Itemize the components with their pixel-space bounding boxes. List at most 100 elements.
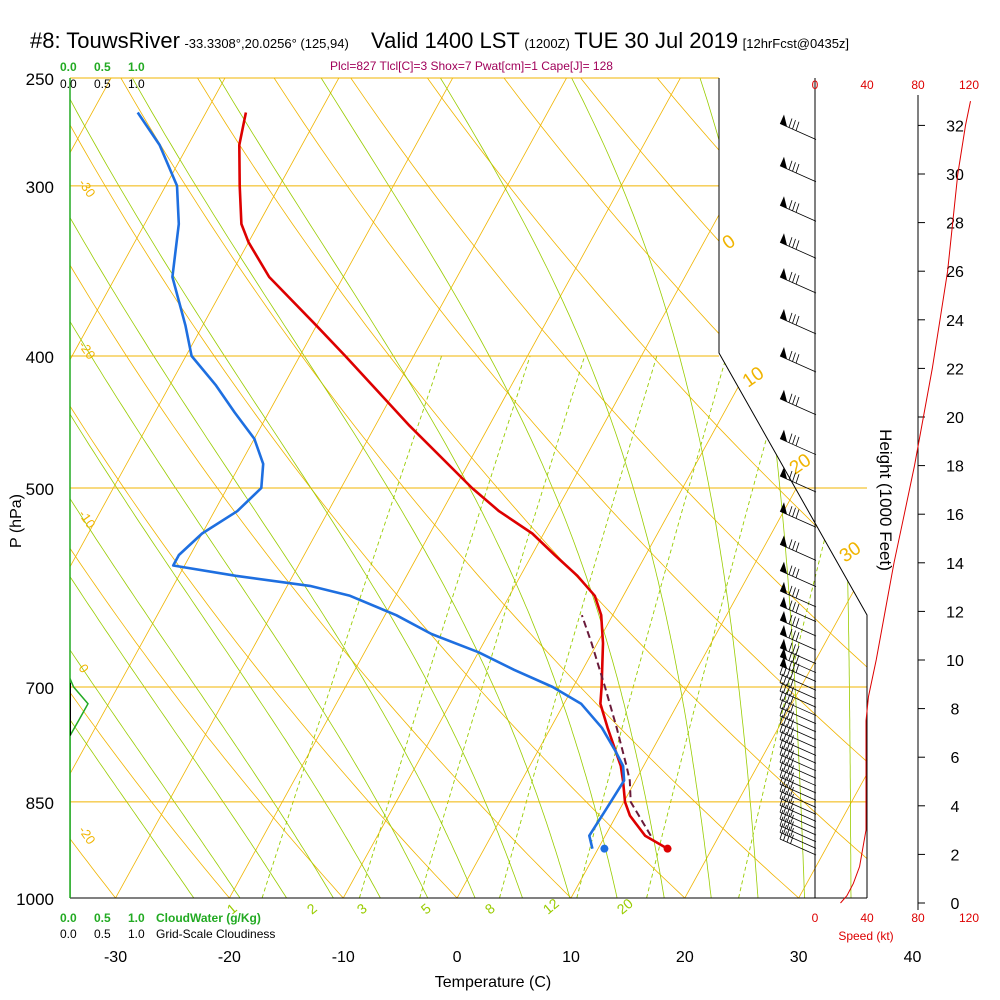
isotherm-line bbox=[70, 78, 125, 898]
wind-barb-feather bbox=[790, 801, 794, 811]
wind-barb-shaft bbox=[779, 123, 817, 140]
wind-barb-feather bbox=[779, 690, 784, 700]
cloudiness-tick: 0.0 bbox=[60, 927, 77, 941]
wind-barb-feather bbox=[783, 762, 787, 772]
wind-barb-feather bbox=[783, 716, 787, 726]
wind-barb-feather bbox=[783, 675, 787, 685]
wind-barb-shaft bbox=[779, 317, 817, 335]
wind-barb-feather bbox=[783, 797, 787, 808]
wind-barb-feather bbox=[783, 776, 787, 786]
wind-barb-feather bbox=[786, 799, 791, 809]
dry-adiabat-line bbox=[409, 78, 867, 898]
wind-barb-feather bbox=[783, 818, 787, 828]
dry-adiabat-label: 0 bbox=[76, 661, 92, 676]
wind-barb-feather bbox=[790, 779, 794, 790]
wind-barb-feather bbox=[792, 238, 796, 248]
height-tick-label: 18 bbox=[946, 459, 964, 476]
wind-barb-feather bbox=[779, 829, 784, 840]
wind-barb-feather bbox=[792, 630, 796, 640]
wind-barb-feather bbox=[795, 436, 800, 447]
wind-barb-feather bbox=[786, 819, 791, 830]
wind-barb-feather bbox=[792, 314, 796, 324]
wind-barb-feather bbox=[788, 642, 793, 652]
wind-barb-feather bbox=[783, 692, 787, 702]
speed-tick-label: 120 bbox=[959, 911, 979, 925]
wind-barb-feather bbox=[795, 240, 800, 250]
wind-barb-feather bbox=[788, 160, 793, 170]
wind-barb bbox=[779, 196, 817, 222]
wind-barb bbox=[779, 803, 817, 829]
wind-barb-feather bbox=[788, 350, 793, 361]
wind-barb-feather bbox=[795, 275, 800, 285]
wind-barb-feather bbox=[790, 794, 794, 804]
isotherm-line bbox=[554, 78, 867, 898]
wind-barb-feather bbox=[779, 809, 784, 820]
height-tick-label: 28 bbox=[946, 216, 964, 233]
wind-barb bbox=[779, 775, 817, 801]
wind-barb bbox=[779, 647, 817, 674]
wind-barb-shaft bbox=[779, 165, 817, 183]
isotherm-line bbox=[782, 78, 867, 898]
wind-barb bbox=[779, 698, 817, 725]
isotherm-line bbox=[327, 78, 808, 898]
wind-barb-flag bbox=[780, 156, 787, 169]
wind-barb-feather bbox=[792, 273, 796, 283]
wind-barb bbox=[779, 610, 817, 637]
wind-barb-flag bbox=[780, 233, 787, 246]
wind-barb-flag bbox=[780, 596, 787, 609]
cloudiness-tick: 1.0 bbox=[128, 77, 145, 91]
wind-barb-shaft bbox=[779, 544, 817, 561]
mixing-ratio-label: 8 bbox=[482, 900, 498, 917]
wind-barb-feather bbox=[783, 824, 787, 835]
isotherm-line bbox=[897, 54, 1000, 927]
mixing-ratio-label: 3 bbox=[354, 900, 370, 917]
wind-barb bbox=[779, 467, 817, 493]
dry-adiabat-line bbox=[70, 78, 717, 898]
height-tick-label: 24 bbox=[946, 313, 964, 330]
wind-barb-feather bbox=[783, 769, 787, 779]
wind-barb-shaft bbox=[779, 355, 817, 373]
dry-adiabat-line bbox=[106, 78, 832, 898]
wind-barb-feather bbox=[795, 315, 800, 326]
wind-barb-feather bbox=[790, 742, 794, 753]
forecast-info: [12hrFcst@0435z] bbox=[742, 36, 850, 51]
wind-barb bbox=[779, 233, 817, 259]
dry-adiabat-line bbox=[940, 54, 1000, 927]
wind-barb-shaft bbox=[779, 204, 817, 222]
wind-barb-feather bbox=[790, 750, 794, 760]
height-tick-label: 0 bbox=[951, 896, 960, 913]
wind-barb-feather bbox=[790, 772, 794, 782]
wind-barb-feather bbox=[792, 644, 796, 654]
wind-barb-feather bbox=[788, 614, 793, 625]
dry-adiabat-label: -10 bbox=[76, 507, 99, 531]
temperature-tick-label: -30 bbox=[104, 949, 127, 966]
x-axis-title: Temperature (C) bbox=[435, 974, 551, 991]
wind-barb-feather bbox=[792, 119, 796, 130]
wind-barb-shaft bbox=[779, 783, 817, 801]
wind-barb-feather bbox=[795, 203, 800, 213]
wind-barb bbox=[779, 268, 817, 294]
chart-title: #8: TouwsRiver -33.3308°,20.0256° (125,9… bbox=[30, 28, 849, 54]
pressure-tick-label: 300 bbox=[26, 178, 54, 197]
wind-barb-feather bbox=[788, 271, 793, 282]
wind-barb-feather bbox=[790, 727, 794, 737]
wind-barb-feather bbox=[795, 632, 800, 642]
wind-barb bbox=[779, 782, 817, 808]
moist-adiabat-line bbox=[70, 78, 488, 898]
dry-adiabat-label: -20 bbox=[76, 338, 99, 362]
cloudwater-tick: 0.0 bbox=[60, 60, 77, 74]
valid-date: TUE 30 Jul 2019 bbox=[574, 28, 739, 53]
speed-tick-label: 40 bbox=[860, 911, 874, 925]
wind-barb-feather bbox=[783, 732, 787, 742]
moist-adiabat-line bbox=[558, 78, 761, 898]
pressure-tick-label: 250 bbox=[26, 70, 54, 89]
wind-barb-feather bbox=[795, 396, 800, 407]
wind-barb-feather bbox=[790, 814, 794, 824]
wind-barb-feather bbox=[795, 354, 800, 364]
wind-barb-feather bbox=[788, 118, 793, 128]
wind-barb-feather bbox=[790, 703, 794, 713]
wind-barb-feather bbox=[790, 686, 794, 697]
cloudwater-profile bbox=[70, 678, 89, 898]
wind-barb-feather bbox=[788, 651, 793, 661]
temperature-tick-label: 30 bbox=[790, 949, 808, 966]
